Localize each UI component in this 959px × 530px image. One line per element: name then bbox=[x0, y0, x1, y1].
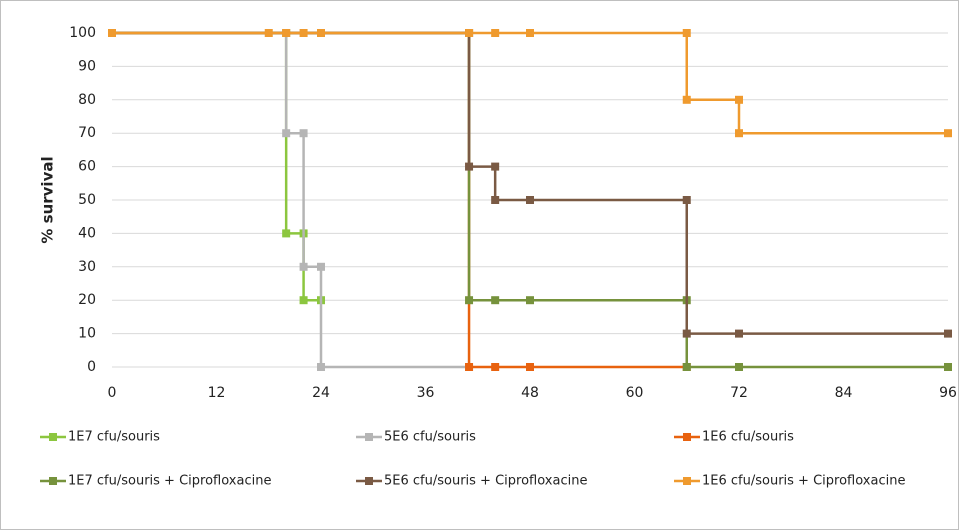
data-point bbox=[735, 95, 743, 104]
y-axis-label: % survival bbox=[39, 156, 57, 243]
y-tick-label: 60 bbox=[78, 159, 96, 175]
legend-label: 1E6 cfu/souris bbox=[702, 430, 794, 445]
legend-label: 1E7 cfu/souris bbox=[68, 430, 160, 445]
data-point bbox=[299, 296, 308, 305]
data-point bbox=[491, 296, 500, 305]
data-point bbox=[526, 29, 534, 37]
legend-marker bbox=[365, 477, 373, 485]
data-point bbox=[465, 29, 474, 37]
data-point bbox=[526, 196, 534, 204]
data-point bbox=[735, 329, 743, 338]
data-point bbox=[526, 296, 534, 305]
legend-label: 1E6 cfu/souris + Ciprofloxacine bbox=[702, 474, 905, 489]
y-tick-label: 40 bbox=[78, 225, 96, 241]
y-tick-label: 70 bbox=[78, 125, 96, 141]
data-point bbox=[264, 29, 273, 37]
legend-label: 1E7 cfu/souris + Ciprofloxacine bbox=[68, 474, 271, 489]
data-point bbox=[682, 95, 691, 104]
series-line bbox=[112, 31, 948, 335]
data-point bbox=[682, 196, 691, 204]
data-point bbox=[944, 363, 952, 371]
data-point bbox=[682, 29, 691, 37]
x-tick-label: 12 bbox=[208, 385, 226, 401]
data-point bbox=[526, 363, 534, 371]
data-point bbox=[682, 329, 691, 338]
data-point bbox=[282, 229, 291, 238]
x-tick-label: 84 bbox=[835, 385, 853, 401]
x-tick-label: 96 bbox=[939, 385, 957, 401]
data-point bbox=[282, 29, 291, 37]
x-tick-label: 48 bbox=[521, 385, 539, 401]
y-tick-label: 90 bbox=[78, 58, 96, 74]
legend-label: 5E6 cfu/souris bbox=[384, 430, 476, 445]
data-point bbox=[491, 29, 500, 37]
y-tick-label: 20 bbox=[78, 292, 96, 308]
x-tick-label: 36 bbox=[417, 385, 435, 401]
data-point bbox=[108, 29, 116, 37]
data-point bbox=[465, 296, 474, 305]
data-point bbox=[299, 29, 308, 37]
data-point bbox=[317, 29, 325, 37]
x-tick-label: 60 bbox=[626, 385, 644, 401]
legend-marker bbox=[49, 477, 57, 485]
legend-marker bbox=[683, 477, 691, 485]
data-point bbox=[682, 363, 691, 371]
y-tick-label: 30 bbox=[78, 259, 96, 275]
data-point bbox=[465, 363, 474, 371]
data-point bbox=[491, 162, 500, 171]
x-tick-label: 0 bbox=[108, 385, 117, 401]
data-point bbox=[735, 129, 743, 138]
data-point bbox=[491, 363, 500, 371]
data-point bbox=[299, 129, 308, 138]
data-point bbox=[944, 129, 952, 138]
y-tick-label: 10 bbox=[78, 326, 96, 342]
legend-marker bbox=[683, 433, 691, 441]
y-tick-label: 50 bbox=[78, 192, 96, 208]
data-point bbox=[282, 129, 291, 138]
data-point bbox=[465, 162, 474, 171]
series-line bbox=[112, 31, 470, 369]
legend-marker bbox=[49, 433, 57, 441]
y-tick-label: 100 bbox=[69, 25, 96, 41]
legend-marker bbox=[365, 433, 373, 441]
x-tick-label: 72 bbox=[730, 385, 748, 401]
data-point bbox=[944, 329, 952, 338]
y-tick-label: 80 bbox=[78, 92, 96, 108]
data-point bbox=[491, 196, 500, 204]
data-point bbox=[299, 262, 308, 271]
legend-label: 5E6 cfu/souris + Ciprofloxacine bbox=[384, 474, 587, 489]
data-point bbox=[317, 363, 325, 371]
x-tick-label: 24 bbox=[312, 385, 330, 401]
data-point bbox=[735, 363, 743, 371]
data-point bbox=[317, 262, 325, 271]
y-tick-label: 0 bbox=[87, 359, 96, 375]
